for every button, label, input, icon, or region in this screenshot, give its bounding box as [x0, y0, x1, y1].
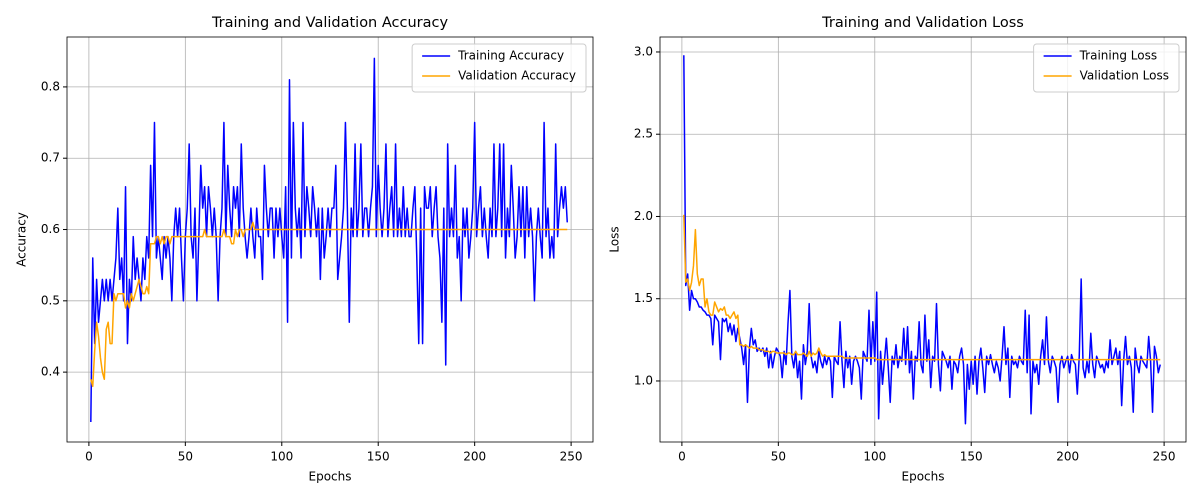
chart-title: Training and Validation Accuracy	[211, 15, 449, 31]
x-tick-label: 100	[863, 450, 886, 464]
x-tick-label: 250	[560, 450, 583, 464]
x-tick-label: 150	[960, 450, 983, 464]
x-tick-label: 0	[85, 450, 93, 464]
chart-title: Training and Validation Loss	[821, 15, 1024, 31]
legend-label: Training Loss	[1079, 49, 1157, 63]
x-tick-label: 250	[1153, 450, 1176, 464]
plot-area	[660, 37, 1186, 442]
legend-label: Validation Accuracy	[458, 69, 576, 83]
y-tick-label: 0.4	[41, 365, 60, 379]
y-tick-label: 2.5	[634, 127, 653, 141]
plot-frame	[66, 36, 594, 443]
x-tick-label: 200	[1056, 450, 1079, 464]
x-tick-label: 50	[178, 450, 193, 464]
subplot: 0 50 100 150 200 250 1.0 1.5 2.0 2.5 3.0 Training a…	[608, 15, 1187, 484]
y-tick-label: 1.5	[634, 291, 653, 305]
y-tick-label: 0.5	[41, 293, 60, 307]
x-tick-label: 50	[771, 450, 786, 464]
y-tick-label: 3.0	[634, 44, 653, 58]
x-axis-label: Epochs	[902, 470, 945, 484]
subplot: 0 50 100 150 200 250 0.4 0.5 0.6 0.7 0.8 Training a…	[15, 15, 594, 484]
series-line	[90, 221, 568, 388]
x-axis-label: Epochs	[309, 470, 352, 484]
x-tick-label: 200	[463, 450, 486, 464]
y-tick-label: 0.8	[41, 79, 60, 93]
legend: Training Accuracy Validation Accuracy	[411, 43, 587, 93]
series-line	[683, 214, 1161, 361]
y-tick-label: 1.0	[634, 373, 653, 387]
legend-label: Validation Loss	[1080, 69, 1169, 83]
y-axis-label: Accuracy	[15, 212, 29, 267]
x-tick-label: 0	[678, 450, 686, 464]
y-axis-label: Loss	[608, 226, 622, 252]
y-tick-label: 0.6	[41, 222, 60, 236]
y-tick-label: 2.0	[634, 209, 653, 223]
legend-label: Training Accuracy	[457, 49, 564, 63]
plot-frame	[659, 36, 1187, 443]
x-tick-label: 100	[270, 450, 293, 464]
legend-box	[411, 43, 587, 93]
y-tick-label: 0.7	[41, 151, 60, 165]
legend: Training Loss Validation Loss	[1033, 43, 1180, 93]
x-tick-label: 150	[367, 450, 390, 464]
series-line	[90, 57, 568, 423]
